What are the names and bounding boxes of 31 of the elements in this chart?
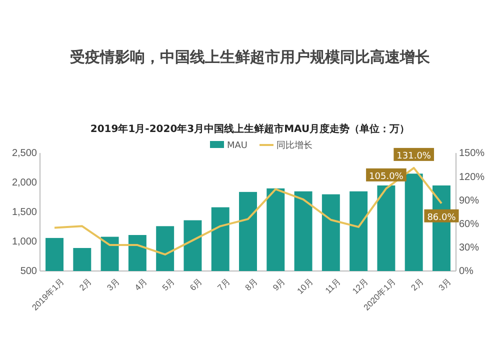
y-tick-label: 2,500: [12, 148, 38, 160]
data-label: 86.0%: [427, 212, 456, 223]
x-tick-label: 3月: [436, 276, 454, 293]
y-tick-label: 1,500: [12, 207, 38, 218]
y-tick-label: 1,000: [12, 236, 38, 248]
x-tick-label: 5月: [160, 276, 177, 293]
y2-tick-label: 150%: [459, 148, 485, 160]
chart-subtitle: 2019年1月-2020年3月中国线上生鲜超市MAU月度走势（单位：万）: [90, 123, 410, 135]
y2-tick-label: 30%: [459, 242, 480, 254]
y-tick-label: 500: [20, 266, 38, 278]
x-tick-label: 2月: [408, 276, 426, 293]
y2-tick-label: 0%: [459, 266, 474, 278]
x-tick-label: 9月: [270, 276, 288, 293]
x-tick-label: 8月: [243, 276, 260, 293]
data-label: 105.0%: [369, 172, 404, 182]
y2-tick-label: 120%: [459, 172, 485, 183]
x-tick-label: 4月: [132, 276, 150, 293]
chart-title: 受疫情影响，中国线上生鲜超市用户规模同比高速增长: [69, 48, 431, 66]
y2-tick-label: 60%: [459, 219, 480, 230]
x-tick-label: 11月: [323, 276, 343, 296]
x-tick-label: 3月: [104, 276, 122, 293]
x-tick-label: 10月: [294, 276, 316, 296]
x-tick-label: 12月: [350, 276, 370, 296]
x-tick-label: 7月: [215, 276, 232, 293]
y-tick-label: 2,000: [12, 178, 38, 189]
legend-label: 同比增长: [276, 140, 313, 151]
x-tick-label: 2月: [77, 276, 94, 293]
x-tick-label: 6月: [188, 276, 205, 293]
y2-tick-label: 90%: [459, 195, 480, 206]
data-label: 131.0%: [396, 151, 432, 162]
legend-label: MAU: [227, 141, 248, 151]
